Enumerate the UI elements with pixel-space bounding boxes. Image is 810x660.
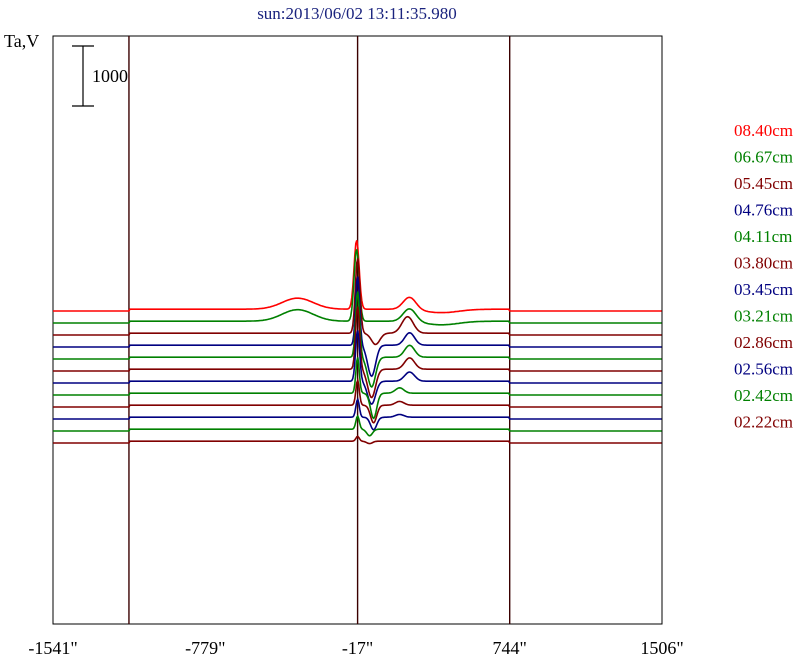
series-group: [53, 240, 662, 445]
legend-item: 04.76cm: [734, 201, 793, 220]
x-tick-labels: -1541" -779" -17" 744" 1506": [28, 638, 683, 658]
series-line: [53, 240, 662, 314]
legend-item: 02.86cm: [734, 333, 793, 352]
legend-item: 02.56cm: [734, 360, 793, 379]
x-tick-label: -779": [185, 638, 225, 658]
legend-item: 04.11cm: [734, 227, 792, 246]
scale-bar: 1000: [72, 45, 128, 107]
series-line: [53, 377, 662, 424]
legend-item: 02.22cm: [734, 413, 793, 432]
legend-item: 06.67cm: [734, 148, 793, 167]
legend: 08.40cm 06.67cm 05.45cm 04.76cm 04.11cm 03.80…: [734, 121, 793, 432]
series-line: [53, 291, 662, 388]
series-line: [53, 258, 662, 346]
legend-item: 03.80cm: [734, 254, 793, 273]
series-line: [53, 306, 662, 399]
legend-item: 02.42cm: [734, 386, 793, 405]
chart-title: sun:2013/06/02 13:11:35.980: [257, 4, 457, 23]
x-tick-label: -17": [342, 638, 373, 658]
legend-item: 03.21cm: [734, 307, 793, 326]
series-line: [53, 435, 662, 445]
series-line: [53, 397, 662, 431]
series-line: [53, 276, 662, 378]
scale-bar-label: 1000: [92, 66, 128, 86]
series-line: [53, 330, 662, 406]
legend-item: 05.45cm: [734, 174, 793, 193]
x-tick-label: 1506": [640, 638, 683, 658]
legend-item: 08.40cm: [734, 121, 793, 140]
series-line: [53, 249, 662, 326]
series-line: [53, 414, 662, 437]
x-tick-label: 744": [493, 638, 527, 658]
series-line: [53, 357, 662, 420]
y-axis-label: Ta,V: [4, 31, 39, 51]
vertical-lines: [128, 36, 511, 624]
legend-item: 03.45cm: [734, 280, 793, 299]
x-tick-label: -1541": [28, 638, 77, 658]
